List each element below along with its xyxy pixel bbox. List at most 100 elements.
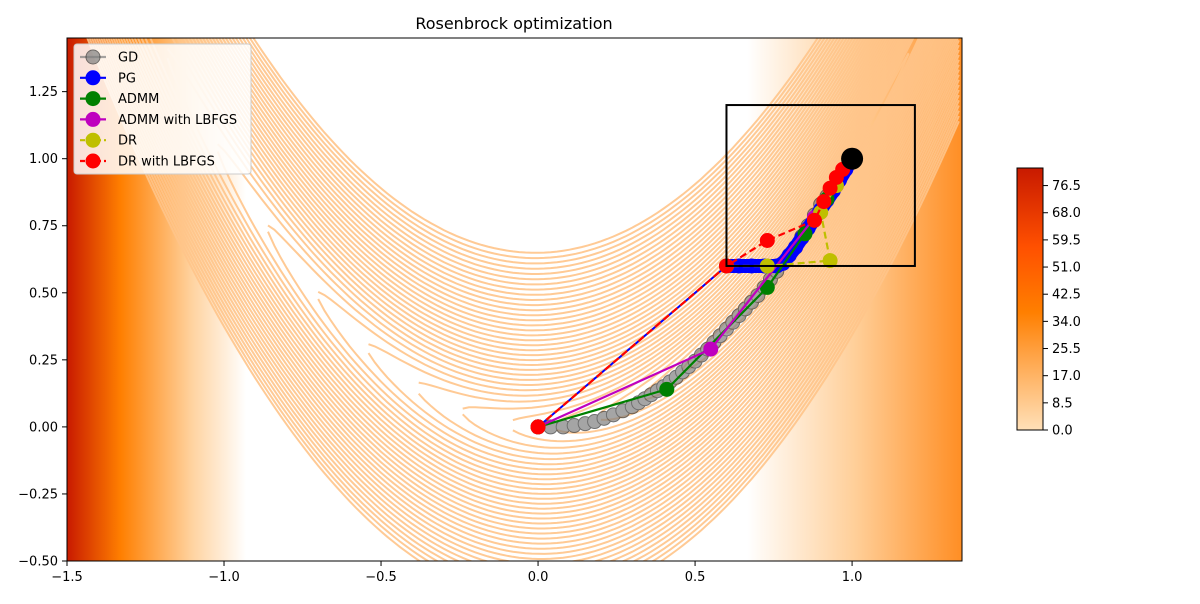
legend: GD PG ADMM ADMM with LBFGS DR DR with LBFGS	[73, 43, 252, 175]
contour-line	[512, 38, 931, 443]
contour-line	[170, 38, 886, 371]
x-tick-label: 0.5	[685, 570, 706, 585]
colorbar-tick-label: 59.5	[1052, 233, 1081, 248]
contour-line	[462, 38, 901, 410]
series-layer	[530, 151, 860, 435]
contour-line	[88, 38, 960, 561]
x-tick-label: −0.5	[365, 570, 397, 585]
point-admm	[659, 381, 675, 397]
legend-marker-admm	[85, 91, 101, 107]
colorbar-tick-label: 17.0	[1052, 369, 1081, 384]
contour-line	[644, 38, 909, 393]
contour-line	[100, 38, 960, 561]
contour-line	[216, 38, 943, 476]
colorbar-tick-label: 8.5	[1052, 396, 1073, 411]
y-tick-label: 1.00	[29, 152, 58, 167]
legend-box	[73, 43, 252, 175]
colorbar-tick-label: 0.0	[1052, 424, 1073, 439]
y-tick-label: −0.50	[18, 555, 58, 570]
contour-line	[86, 38, 960, 561]
y-axis: −0.50 −0.25 0.00 0.25 0.50 0.75 1.00 1.25	[18, 85, 67, 570]
contour-line	[104, 38, 960, 560]
contour-line	[95, 38, 960, 561]
contour-line	[119, 38, 960, 530]
contour-line	[252, 38, 819, 254]
y-tick-label: 1.25	[29, 85, 58, 100]
contour-line	[221, 38, 848, 302]
chart-title: Rosenbrock optimization	[415, 14, 612, 33]
legend-label-gd: GD	[118, 51, 138, 66]
point-dr-with-lbfgs	[806, 212, 822, 228]
legend-marker-dr	[85, 132, 101, 148]
contour-line	[368, 38, 897, 397]
contour-line	[117, 38, 960, 535]
legend-marker-gd	[85, 49, 101, 65]
colorbar-tick-label: 51.0	[1052, 261, 1081, 276]
contour-line	[227, 38, 842, 291]
plot-frame	[66, 37, 963, 562]
y-tick-label: 0.75	[29, 219, 58, 234]
contour-line	[248, 38, 823, 260]
contour-line	[133, 38, 955, 505]
colorbar-tick-label: 25.5	[1052, 342, 1081, 357]
contour-line	[109, 38, 960, 550]
optimum-marker	[841, 147, 864, 170]
contour-line	[461, 38, 933, 449]
contour-line	[367, 38, 937, 461]
contour-line	[136, 38, 953, 500]
colorbar-gradient	[1016, 167, 1044, 431]
contour-line	[224, 38, 845, 296]
colorbar: 0.0 8.5 17.0 25.5 34.0 42.5 51.0 59.5 68.0 76.5	[1016, 167, 1081, 439]
legend-label-admm: ADMM	[118, 92, 159, 107]
y-tick-label: 0.50	[29, 286, 58, 301]
point-dr-with-lbfgs	[759, 232, 775, 248]
legend-marker-admm-with-lbfgs	[85, 111, 101, 127]
contour-line	[127, 38, 959, 515]
contour-line	[317, 38, 895, 392]
contour-line	[102, 38, 960, 561]
point-dr-with-lbfgs	[530, 419, 546, 435]
contour-line	[218, 38, 851, 307]
y-tick-label: 0.00	[29, 420, 58, 435]
point-dr-with-lbfgs	[816, 194, 832, 210]
contour-line	[166, 38, 888, 376]
contour-line	[234, 38, 836, 281]
contour-line	[107, 38, 960, 555]
colorbar-tick-label: 68.0	[1052, 206, 1081, 221]
y-tick-label: 0.25	[29, 353, 58, 368]
plot-area	[67, 38, 962, 561]
contour-line	[90, 38, 960, 561]
contour-line	[245, 38, 826, 265]
contour-line	[241, 38, 830, 270]
contour-line	[267, 38, 893, 386]
contour-line	[512, 38, 903, 422]
contour-line	[97, 38, 960, 561]
contour-line	[644, 38, 926, 401]
contour-line	[144, 38, 949, 490]
x-axis: −1.5 −1.0 −0.5 0.0 0.5 1.0	[51, 561, 862, 585]
contour-line	[317, 38, 939, 466]
contour-line	[238, 38, 833, 275]
y-tick-label: −0.25	[18, 487, 58, 502]
contour-line	[93, 38, 960, 561]
point-dr	[822, 253, 838, 269]
x-tick-label: −1.0	[208, 570, 240, 585]
contour-line	[125, 38, 960, 520]
legend-label-admm-with-lbfgs: ADMM with LBFGS	[118, 113, 237, 128]
contour-line	[231, 38, 839, 286]
x-tick-label: −1.5	[51, 570, 83, 585]
colorbar-tick-label: 76.5	[1052, 179, 1081, 194]
contour-line	[418, 38, 899, 403]
legend-label-dr-with-lbfgs: DR with LBFGS	[118, 155, 215, 170]
contour-line	[267, 38, 941, 471]
point-admm	[797, 226, 813, 242]
contour-line	[149, 38, 947, 486]
contour-line	[122, 38, 960, 525]
contour-line	[112, 38, 960, 545]
contour-line	[556, 38, 930, 434]
contour-line	[130, 38, 957, 510]
contour-line	[417, 38, 935, 455]
contour-line	[211, 38, 857, 317]
point-admm-with-lbfgs	[703, 341, 719, 357]
